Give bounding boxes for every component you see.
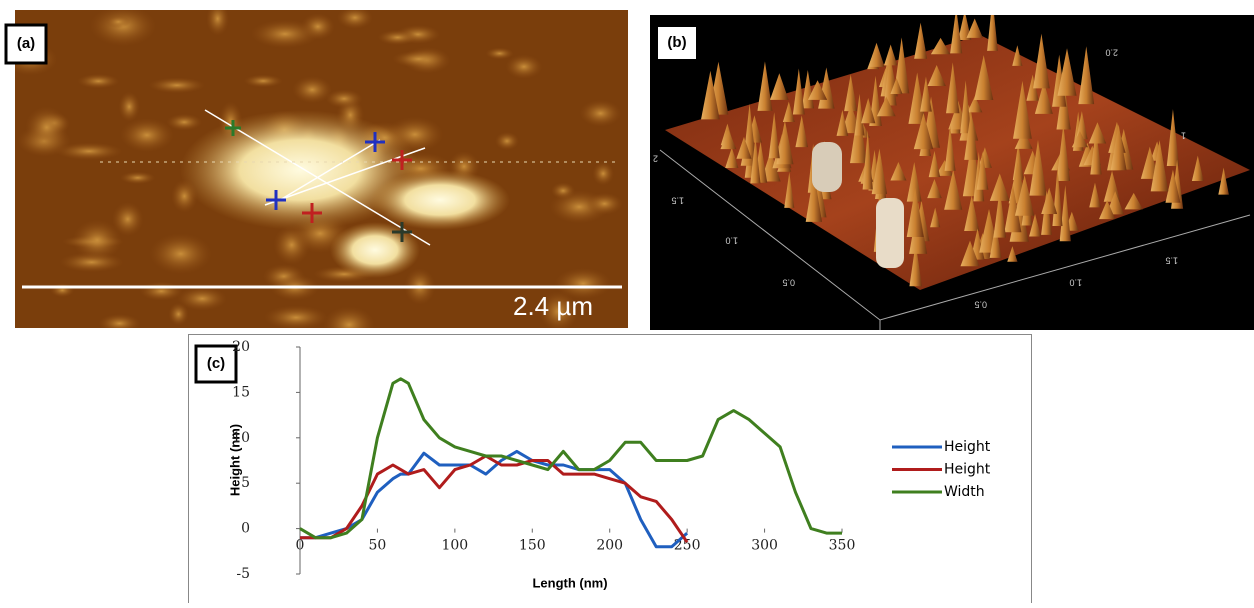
texture bbox=[337, 6, 373, 29]
axis-label-3d: 1.0 bbox=[725, 236, 738, 246]
texture bbox=[580, 100, 622, 127]
texture bbox=[505, 54, 542, 79]
axis-label-3d: 2 bbox=[653, 154, 658, 164]
panel-label: (a) bbox=[17, 35, 35, 52]
x-tick-label: 50 bbox=[369, 538, 387, 554]
x-axis-label: Length (nm) bbox=[532, 575, 607, 590]
x-tick-label: 0 bbox=[296, 538, 305, 554]
texture bbox=[25, 106, 68, 148]
texture bbox=[118, 92, 139, 122]
texture bbox=[166, 114, 202, 131]
texture bbox=[325, 89, 362, 108]
texture bbox=[206, 2, 229, 36]
figure: 2.4 µm (a) 2 1.5 1.0 0.5 0.5 1.0 1.5 2.0 1 (b) (… bbox=[0, 0, 1254, 603]
pillar bbox=[812, 142, 842, 192]
y-tick-label: 20 bbox=[232, 339, 250, 355]
afm-3d-image bbox=[650, 0, 1254, 330]
texture bbox=[98, 314, 140, 333]
texture bbox=[177, 287, 227, 311]
x-tick-label: 200 bbox=[596, 538, 623, 554]
axis-label-3d: 1.5 bbox=[1165, 256, 1178, 266]
texture bbox=[251, 20, 320, 49]
texture bbox=[586, 193, 623, 215]
axis-label-3d: 1.5 bbox=[671, 196, 684, 206]
texture bbox=[264, 305, 328, 329]
y-tick-label: -5 bbox=[236, 566, 250, 582]
x-tick-label: 100 bbox=[441, 538, 468, 554]
texture bbox=[77, 74, 120, 89]
texture bbox=[120, 171, 156, 184]
x-tick-label: 150 bbox=[519, 538, 546, 554]
y-tick-label: 0 bbox=[241, 521, 250, 537]
texture bbox=[106, 16, 130, 29]
axis-label-3d: 1 bbox=[1181, 131, 1186, 141]
legend-label: Height bbox=[944, 439, 991, 455]
texture bbox=[377, 30, 417, 45]
axis-label-3d: 0.5 bbox=[974, 300, 987, 310]
texture bbox=[243, 75, 283, 88]
y-tick-label: 15 bbox=[232, 384, 250, 400]
axis-label-3d: 0.5 bbox=[782, 278, 795, 288]
legend-label: Width bbox=[944, 484, 985, 500]
texture bbox=[148, 77, 205, 93]
texture bbox=[392, 50, 446, 67]
texture bbox=[485, 47, 513, 59]
x-tick-label: 350 bbox=[829, 538, 856, 554]
texture bbox=[72, 220, 121, 261]
page: 2.4 µm (a) 2 1.5 1.0 0.5 0.5 1.0 1.5 2.0 1 (b) (… bbox=[0, 0, 1254, 603]
legend-label: Height bbox=[944, 462, 991, 478]
texture bbox=[149, 233, 212, 274]
afm-image: 2.4 µm bbox=[2, 2, 628, 344]
y-tick-label: 10 bbox=[232, 430, 250, 446]
pillar bbox=[876, 198, 904, 268]
texture bbox=[592, 162, 614, 186]
axis-label-3d: 1.0 bbox=[1069, 278, 1082, 288]
scale-bar-label: 2.4 µm bbox=[513, 291, 593, 321]
x-tick-label: 300 bbox=[751, 538, 778, 554]
y-tick-label: 5 bbox=[241, 475, 250, 491]
texture bbox=[495, 132, 519, 150]
texture bbox=[120, 118, 174, 152]
texture bbox=[140, 282, 184, 301]
axis-label-3d: 2.0 bbox=[1105, 48, 1118, 58]
panel-label: (b) bbox=[667, 34, 686, 51]
panel-label: (c) bbox=[207, 355, 225, 372]
texture bbox=[50, 283, 74, 297]
